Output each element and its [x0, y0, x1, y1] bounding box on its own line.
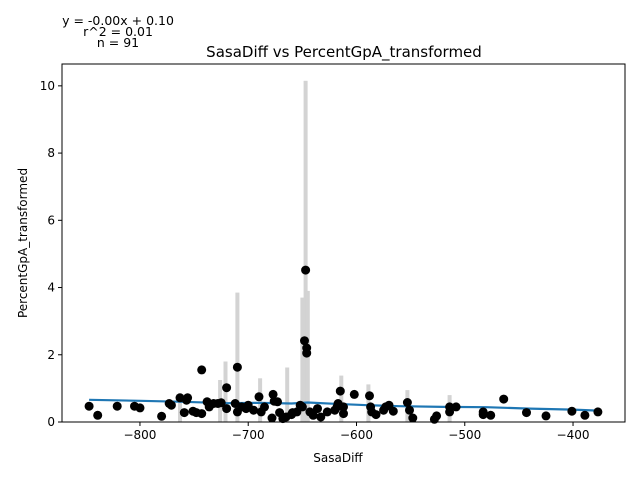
data-point-59: [339, 409, 348, 419]
x-tick-label-2: −600: [340, 428, 373, 442]
data-point-33: [267, 413, 277, 423]
bar-0: [178, 393, 182, 422]
data-point-32: [260, 402, 269, 412]
data-point-52: [316, 412, 326, 422]
bar-7: [303, 80, 308, 423]
data-point-29: [249, 405, 259, 415]
chart-title: SasaDiff vs PercentGpA_transformed: [206, 43, 482, 62]
data-point-53: [322, 407, 332, 417]
data-point-14: [197, 409, 207, 419]
x-axis-label: SasaDiff: [313, 451, 363, 465]
bar-6: [300, 297, 305, 422]
data-point-50: [308, 410, 318, 420]
data-point-73: [432, 411, 442, 421]
data-point-79: [486, 410, 496, 420]
bars-layer: [178, 80, 452, 423]
data-point-2: [112, 401, 122, 411]
y-axis-label: PercentGpA_transformed: [16, 168, 30, 318]
x-tick-label-0: −800: [123, 428, 156, 442]
data-point-61: [365, 391, 374, 401]
regression-n: n = 91: [97, 35, 139, 50]
x-axis-ticks: −800 −700 −600 −500 −400: [123, 422, 590, 442]
data-point-85: [593, 407, 603, 417]
y-tick-label-3: 6: [47, 213, 55, 227]
data-point-81: [522, 408, 531, 418]
data-point-4: [135, 403, 145, 413]
data-point-11: [183, 393, 193, 403]
x-tick-label-1: −700: [232, 428, 265, 442]
points-layer: [84, 265, 603, 424]
data-point-1: [93, 410, 103, 420]
data-point-44: [297, 402, 307, 412]
x-tick-label-4: −400: [557, 428, 590, 442]
data-point-45: [300, 336, 309, 346]
data-point-82: [541, 411, 551, 421]
data-point-21: [222, 404, 232, 414]
data-point-9: [179, 408, 189, 418]
plot-area-frame: [61, 63, 626, 423]
regression-r-squared: r^2 = 0.01: [83, 24, 153, 39]
data-point-78: [478, 410, 488, 420]
data-point-36: [273, 397, 282, 407]
data-point-34: [268, 389, 278, 399]
bar-9: [339, 375, 344, 422]
data-point-58: [339, 402, 348, 412]
regression-annotation: y = -0.00x + 0.10 r^2 = 0.01 n = 91: [62, 13, 174, 50]
data-point-47: [302, 348, 312, 358]
y-tick-label-1: 2: [47, 348, 55, 362]
data-point-20: [216, 398, 226, 408]
data-point-22: [222, 383, 232, 393]
data-point-0: [84, 401, 94, 411]
regression-equation: y = -0.00x + 0.10: [62, 13, 174, 28]
data-point-51: [313, 404, 322, 414]
data-point-68: [388, 406, 398, 416]
data-point-80: [499, 394, 509, 404]
bar-3: [235, 292, 240, 422]
y-tick-label-5: 10: [40, 79, 55, 93]
data-point-15: [197, 365, 207, 375]
x-tick-label-3: −500: [448, 428, 481, 442]
data-point-57: [335, 386, 345, 396]
data-point-75: [445, 407, 455, 417]
data-point-84: [580, 410, 590, 420]
y-axis-ticks: 0 2 4 6 8 10: [40, 79, 62, 429]
data-point-64: [371, 410, 381, 420]
data-point-71: [408, 413, 418, 423]
data-point-70: [405, 405, 414, 415]
data-point-83: [567, 406, 577, 416]
y-tick-label-4: 8: [47, 146, 55, 160]
bar-5: [285, 367, 290, 422]
data-point-48: [301, 265, 311, 275]
data-point-7: [166, 400, 176, 410]
data-point-60: [349, 389, 359, 399]
data-point-24: [232, 362, 242, 372]
data-point-30: [254, 392, 264, 402]
y-tick-label-0: 0: [47, 415, 55, 429]
data-point-5: [157, 411, 167, 421]
data-point-76: [451, 402, 461, 412]
data-point-69: [402, 398, 412, 407]
y-tick-label-2: 4: [47, 281, 55, 295]
